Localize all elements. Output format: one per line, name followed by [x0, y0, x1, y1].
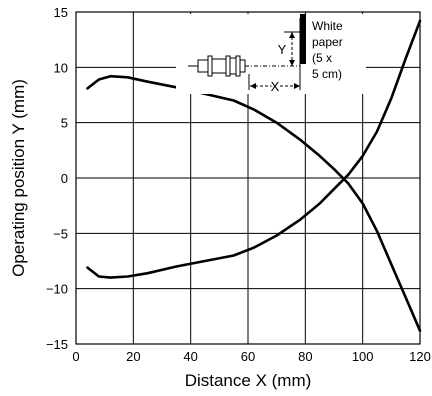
x-arrow-left	[250, 83, 256, 89]
y-axis-title: Operating position Y (mm)	[9, 79, 28, 277]
y-tick-label: 5	[61, 116, 68, 131]
x-tick-label: 40	[183, 349, 197, 364]
x-tick-label: 60	[241, 349, 255, 364]
y-tick-label: 10	[54, 60, 68, 75]
white-paper-label-line-1: White	[312, 19, 343, 33]
inset-background	[176, 14, 366, 94]
y-tick-label: −5	[53, 226, 68, 241]
sensor-icon	[188, 55, 246, 77]
y-tick-label: 0	[61, 171, 68, 186]
x-tick-labels: 0 20 40 60 80 100 120	[72, 349, 430, 364]
white-paper-target	[300, 14, 306, 64]
white-paper-label-line-4: 5 cm)	[312, 67, 342, 81]
y-tick-label: −10	[46, 282, 68, 297]
white-paper-label-line-2: paper	[312, 35, 343, 49]
inset-x-label: X	[271, 79, 280, 94]
y-tick-label: 15	[54, 5, 68, 20]
x-arrow-right	[294, 83, 300, 89]
x-tick-label: 20	[126, 349, 140, 364]
y-tick-labels: 15 10 5 0 −5 −10 −15	[46, 5, 68, 352]
inset-y-label: Y	[278, 42, 287, 57]
sensor-diagram: X Y White paper (5 x 5 cm)	[176, 14, 366, 96]
plot-frame	[75, 11, 421, 345]
series	[86, 19, 422, 332]
x-tick-label: 120	[409, 349, 431, 364]
x-tick-label: 100	[352, 349, 374, 364]
series-line-2	[86, 19, 422, 279]
series-line-1	[86, 74, 422, 332]
white-paper-label-line-3: (5 x	[312, 51, 332, 65]
x-tick-label: 80	[298, 349, 312, 364]
x-axis-title: Distance X (mm)	[185, 371, 312, 390]
y-arrow-top	[289, 32, 295, 38]
y-arrow-bottom	[289, 60, 295, 66]
x-tick-label: 0	[72, 349, 79, 364]
y-tick-label: −15	[46, 337, 68, 352]
